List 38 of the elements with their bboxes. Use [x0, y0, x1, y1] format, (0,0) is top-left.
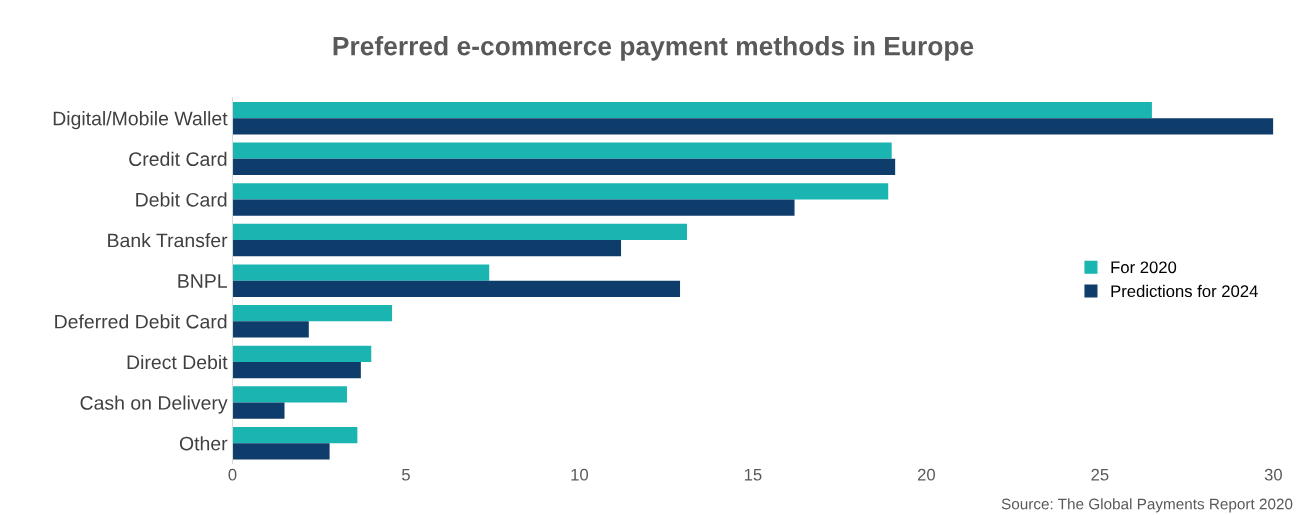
bar [232, 240, 622, 257]
x-tick-label: 25 [1091, 468, 1109, 481]
bar [232, 158, 896, 176]
bar [232, 280, 681, 297]
bar [232, 183, 889, 200]
bar [232, 402, 285, 419]
bar [232, 321, 309, 338]
bar [232, 345, 372, 362]
y-tick-label: Debit Card [136, 192, 227, 207]
y-tick-label: BNPL [178, 274, 227, 288]
x-tick-label: 20 [917, 468, 936, 481]
bar [232, 223, 687, 241]
bar [232, 386, 347, 403]
bar [232, 199, 795, 216]
bar [232, 101, 1152, 119]
y-tick-label: Cash on Delivery [80, 395, 228, 414]
x-tick-label: 15 [744, 468, 762, 481]
x-tick-label: 30 [1264, 468, 1282, 481]
bar [232, 426, 358, 444]
bar [232, 118, 1274, 135]
bar [232, 361, 361, 379]
y-tick-label: Bank Transfer [108, 233, 228, 248]
y-tick-label: Digital/Mobile Wallet [53, 111, 228, 130]
chart-title: Preferred e-commerce payment methods in Europe [333, 36, 974, 61]
source-note: Source: The Global Payments Report 2020 [1001, 498, 1293, 513]
x-tick-label: 5 [401, 468, 410, 481]
y-tick-label: Deferred Debit Card [55, 314, 227, 329]
bar [232, 443, 330, 460]
x-tick-label: 0 [228, 468, 237, 481]
y-tick-label: Direct Debit [127, 354, 228, 370]
legend-label: Predictions for 2024 [1111, 284, 1258, 298]
bar [232, 264, 490, 281]
bar [232, 305, 393, 322]
x-tick-label: 10 [571, 468, 589, 481]
y-tick-label: Other [179, 436, 228, 451]
legend-label: For 2020 [1111, 261, 1177, 274]
y-tick-label: Credit Card [129, 151, 227, 167]
bar [232, 142, 892, 159]
